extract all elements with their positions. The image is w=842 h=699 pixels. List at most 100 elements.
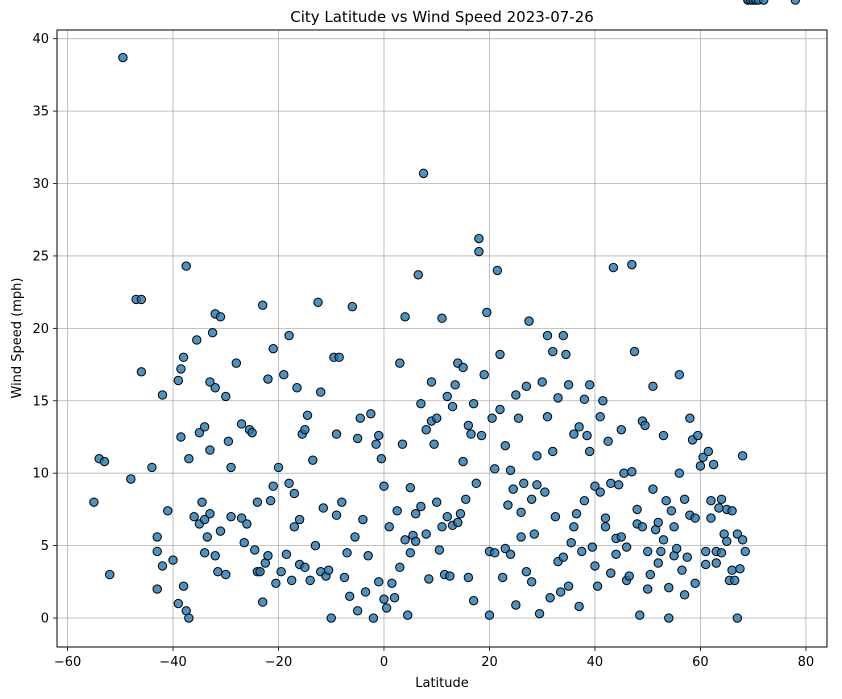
data-point [173,598,184,609]
data-point [366,409,376,419]
data-point [210,551,220,561]
data-point [331,429,342,439]
data-point [653,517,663,528]
y-tick-label: 40 [32,32,49,47]
data-point [374,577,384,587]
data-point [345,591,355,602]
data-point [532,480,542,490]
data-point [566,538,576,548]
data-point [587,542,598,552]
data-point [368,613,379,623]
data-point [606,478,616,489]
data-point [271,578,281,588]
data-point [548,446,558,457]
data-point [474,246,484,257]
data-point [656,546,666,557]
data-point [648,381,658,391]
data-point [545,593,555,603]
data-point [392,506,402,516]
data-point [281,549,292,560]
data-point [524,316,534,326]
data-point [221,569,231,580]
data-point [379,481,389,491]
data-point [395,358,405,368]
data-point [184,613,194,623]
data-point [479,370,489,380]
data-point [313,297,323,307]
data-point [276,566,286,577]
data-point [703,446,714,457]
data-point [505,549,516,560]
chart-title: City Latitude vs Wind Speed 2023-07-26 [290,8,594,26]
x-axis-ticks: −60 −40 −20 0 20 40 60 80 [54,647,814,670]
data-point [197,497,207,507]
data-point [118,52,128,63]
data-point [350,532,360,542]
data-point [653,558,663,568]
data-point [642,584,653,594]
data-point [577,546,587,557]
data-point [205,377,215,387]
data-point [453,517,463,528]
data-point [323,565,334,575]
data-point [526,577,537,587]
data-point [194,427,205,438]
data-point [432,497,442,507]
data-point [759,0,769,5]
data-point [239,538,249,548]
x-tick-label: 0 [380,655,388,670]
data-point [529,529,539,539]
data-point [727,506,737,516]
data-point [637,522,648,532]
data-point [178,352,189,363]
data-point [387,578,397,588]
data-point [199,548,210,558]
data-point [690,578,700,588]
data-point [722,536,732,546]
data-point [289,522,300,532]
data-point [178,581,189,591]
data-point [152,532,162,542]
data-point [500,440,510,451]
data-point [284,330,294,341]
data-point [579,394,590,405]
data-point [360,587,371,597]
data-point [458,362,468,373]
data-point [698,452,708,462]
data-point [199,514,210,525]
data-point [640,420,650,431]
data-point [666,506,677,516]
data-point [590,561,600,571]
data-point [405,482,416,493]
data-point [437,313,447,323]
data-point [447,401,458,412]
x-tick-label: 60 [692,655,709,670]
data-point [257,597,268,607]
data-point [474,233,484,244]
data-point [395,562,405,573]
data-point [624,571,634,581]
data-point [495,349,505,360]
y-tick-label: 25 [32,249,49,264]
data-point [627,259,637,270]
data-point [592,581,603,591]
data-point [250,545,260,555]
data-point [695,461,706,471]
data-point [268,481,278,491]
data-point [263,374,273,384]
data-point [426,377,437,387]
data-point [616,425,627,435]
data-point [677,565,687,575]
data-point [410,509,421,519]
data-point [540,487,550,497]
data-point [136,367,147,377]
data-point [455,509,466,519]
data-point [300,425,310,435]
data-point [421,425,431,435]
data-point [163,506,173,516]
data-point [558,552,569,562]
data-point [569,429,579,439]
y-tick-label: 30 [32,177,49,192]
data-point [595,412,605,422]
